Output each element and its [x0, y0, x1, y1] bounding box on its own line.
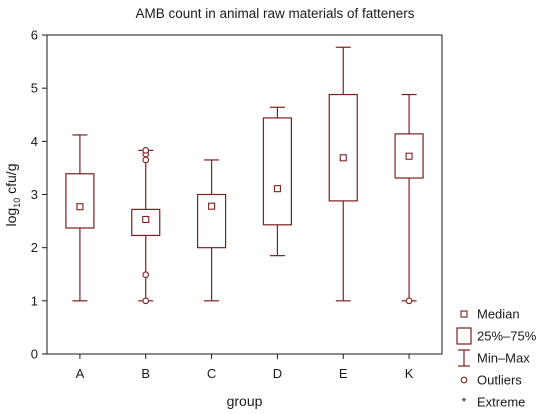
- outlier-point: [405, 297, 413, 305]
- legend-median-icon: [460, 310, 468, 318]
- outlier-point: [142, 271, 150, 279]
- y-tick-label: 4: [31, 134, 38, 149]
- y-tick-label: 1: [31, 293, 38, 308]
- y-axis: 0 1 2 3 4 5 6: [31, 28, 47, 362]
- legend-item-outlier: Outliers: [460, 373, 522, 388]
- box-group: [65, 134, 95, 302]
- y-tick-label: 3: [31, 187, 38, 202]
- legend-label: Min–Max: [477, 351, 530, 366]
- legend: Median 25%–75% Min–Max Outliers * Extreme: [456, 307, 537, 410]
- box-group: [131, 147, 161, 305]
- outlier-point: [142, 156, 150, 164]
- x-axis-title: group: [227, 393, 263, 409]
- iqr-box: [65, 173, 95, 229]
- legend-item-extreme: * Extreme: [462, 395, 526, 410]
- legend-item-median: Median: [460, 307, 520, 322]
- y-axis-title-rest: cfu/g: [3, 164, 19, 198]
- y-axis-title-subscript: 10: [12, 198, 22, 208]
- legend-label: Outliers: [477, 373, 522, 388]
- legend-label: 25%–75%: [477, 329, 537, 344]
- legend-label: Extreme: [477, 395, 525, 410]
- x-tick-label: C: [207, 366, 216, 381]
- legend-item-whisker: Min–Max: [458, 349, 530, 367]
- outlier-point: [142, 147, 150, 154]
- median-marker: [405, 152, 413, 160]
- legend-extreme-icon: *: [462, 395, 467, 409]
- box-group: [394, 93, 424, 305]
- y-axis-title-base: log: [3, 208, 19, 227]
- x-tick-label: E: [339, 366, 348, 381]
- median-marker: [142, 215, 150, 224]
- x-tick-label: D: [273, 366, 282, 381]
- outlier-point: [142, 297, 150, 305]
- legend-item-box: 25%–75%: [456, 327, 537, 345]
- y-tick-label: 6: [31, 28, 38, 43]
- y-tick-label: 5: [31, 81, 38, 96]
- iqr-box: [131, 208, 161, 237]
- legend-outlier-icon: [460, 376, 468, 384]
- legend-box-icon: [456, 327, 472, 345]
- x-tick-label: B: [141, 366, 150, 381]
- y-axis-title: log10 cfu/g: [3, 164, 22, 227]
- x-tick-label: K: [405, 366, 414, 381]
- legend-label: Median: [477, 307, 520, 322]
- iqr-box: [328, 93, 358, 202]
- median-marker: [339, 154, 347, 162]
- y-tick-label: 0: [31, 347, 38, 362]
- median-marker: [273, 185, 281, 193]
- y-tick-label: 2: [31, 240, 38, 255]
- median-marker: [76, 203, 84, 211]
- x-tick-label: A: [76, 366, 85, 381]
- box-series: [65, 46, 424, 305]
- box-group: [196, 159, 227, 302]
- plot-frame: [46, 34, 443, 355]
- iqr-box: [262, 117, 293, 226]
- iqr-box: [196, 193, 227, 249]
- median-marker: [208, 202, 216, 210]
- box-group: [328, 46, 358, 302]
- box-group: [262, 106, 293, 257]
- chart-title: AMB count in animal raw materials of fat…: [135, 6, 414, 21]
